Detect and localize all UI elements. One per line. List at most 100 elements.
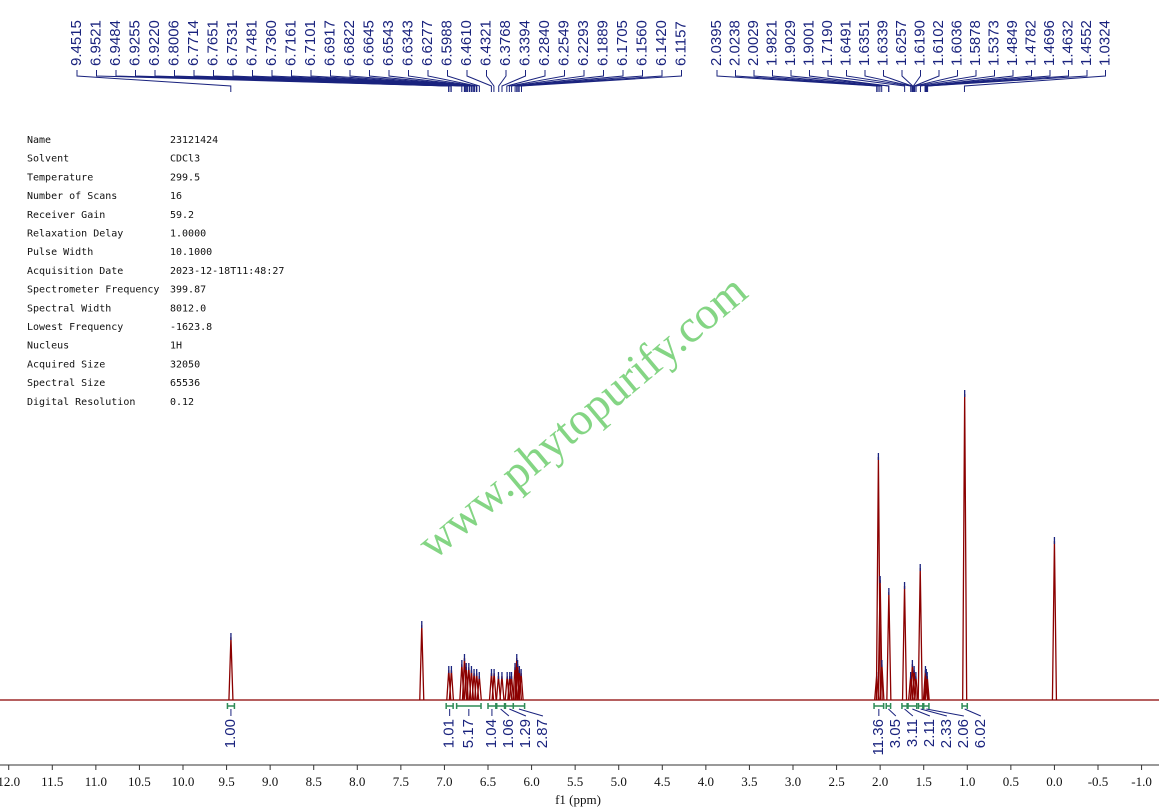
peak-connector (466, 70, 492, 92)
integral-bracket (487, 703, 497, 709)
peak-connector (927, 70, 1088, 92)
integral-label: 1.29 (517, 719, 534, 748)
peak-connector (912, 70, 921, 92)
x-tick-label: 1.0 (959, 774, 975, 789)
peak-label: 6.6917 (321, 20, 338, 66)
peak-connector (291, 70, 470, 92)
x-tick-label: 4.5 (654, 774, 670, 789)
x-tick-label: 4.0 (698, 774, 714, 789)
x-tick-label: 8.5 (306, 774, 322, 789)
x-axis-label: f1 (ppm) (555, 792, 601, 807)
integral-label: 11.36 (870, 719, 887, 755)
peak-connector (349, 70, 473, 92)
peak-connector (926, 70, 1069, 92)
x-tick-label: 5.5 (567, 774, 583, 789)
peak-connector (514, 70, 604, 92)
param-value: 59.2 (170, 210, 194, 221)
peak-connector (498, 70, 507, 92)
peak (419, 624, 425, 701)
peak-connector (517, 70, 643, 92)
peak (917, 567, 923, 701)
peak (491, 672, 497, 701)
x-tick-label: 3.0 (785, 774, 801, 789)
integral-bracket (445, 703, 454, 709)
peak-connector (901, 70, 914, 92)
peak-connector (508, 70, 565, 92)
param-name: Spectrometer Frequency (27, 285, 159, 296)
peak-label: 6.7714 (185, 20, 202, 66)
peak-connector (827, 70, 906, 92)
peak (962, 393, 968, 701)
param-name: Number of Scans (27, 191, 117, 202)
x-tick-label: 11.0 (85, 774, 107, 789)
param-value: 1H (170, 341, 182, 352)
x-tick-label: 0.5 (1003, 774, 1019, 789)
integral-bracket (512, 703, 526, 709)
integral-label: 2.11 (921, 719, 938, 747)
integral-label: 2.06 (955, 719, 972, 748)
peak-connector (388, 70, 476, 92)
integral-label: 3.11 (904, 719, 921, 747)
integral-bracket (961, 703, 969, 709)
peak-label: 6.1705 (614, 20, 631, 66)
peak-label: 6.6277 (419, 20, 436, 66)
peak-connector (369, 70, 475, 92)
param-name: Nucleus (27, 341, 69, 352)
x-tick-label: 9.5 (218, 774, 234, 789)
x-tick-label: 11.5 (41, 774, 63, 789)
x-tick-label: 6.5 (480, 774, 496, 789)
param-name: Solvent (27, 154, 69, 165)
peak-label: 1.5373 (985, 20, 1002, 66)
param-name: Lowest Frequency (27, 322, 123, 333)
peak-connector (925, 70, 1051, 92)
integral-connector (912, 708, 931, 717)
integral-connector (904, 708, 914, 717)
peak-label: 6.4321 (477, 20, 494, 66)
param-value: 1.0000 (170, 229, 206, 240)
integral-connector (926, 708, 964, 717)
param-name: Spectral Width (27, 303, 111, 314)
peak-connector (919, 70, 995, 92)
x-tick-label: -1.0 (1131, 774, 1152, 789)
integral-connector (518, 708, 544, 717)
peak-connector (883, 70, 913, 92)
peak-label: 6.7651 (204, 20, 221, 66)
peak-label: 1.4696 (1041, 20, 1058, 66)
x-tick-label: 8.0 (349, 774, 365, 789)
param-name: Receiver Gain (27, 210, 105, 221)
peak (499, 675, 505, 701)
peak-connector (753, 70, 881, 92)
param-name: Relaxation Delay (27, 229, 123, 240)
x-tick-label: 2.5 (828, 774, 844, 789)
x-tick-label: 1.5 (916, 774, 932, 789)
peak-connector (252, 70, 467, 92)
integral-connector (888, 708, 897, 717)
peak-label: 1.6190 (911, 20, 928, 66)
peak (228, 636, 234, 701)
integral-connector (964, 708, 982, 717)
param-value: 32050 (170, 359, 200, 370)
param-value: 299.5 (170, 172, 200, 183)
peak-label: 6.6822 (341, 20, 358, 66)
peak-connector (809, 70, 890, 92)
watermark: www.phytopurify.com (407, 264, 756, 569)
x-tick-label: 9.0 (262, 774, 278, 789)
peak-connector (76, 70, 232, 92)
peak-label: 1.0324 (1096, 20, 1113, 66)
peak-connector (915, 70, 977, 92)
integral-bracket (455, 703, 482, 709)
peak-label: 6.4610 (458, 20, 475, 66)
peak-connector (846, 70, 912, 92)
param-name: Acquisition Date (27, 266, 123, 277)
x-tick-label: 7.0 (436, 774, 452, 789)
peak-connector (506, 70, 546, 92)
peak-label: 1.6257 (893, 20, 910, 66)
peak-label: 6.7161 (282, 20, 299, 66)
param-value: 23121424 (170, 135, 218, 146)
peak-label: 6.7531 (224, 20, 241, 66)
peak-label: 1.6102 (930, 20, 947, 66)
integral-bracket (495, 703, 506, 709)
x-tick-label: 7.5 (393, 774, 409, 789)
x-tick-label: 3.5 (741, 774, 757, 789)
peak-connector (310, 70, 471, 92)
